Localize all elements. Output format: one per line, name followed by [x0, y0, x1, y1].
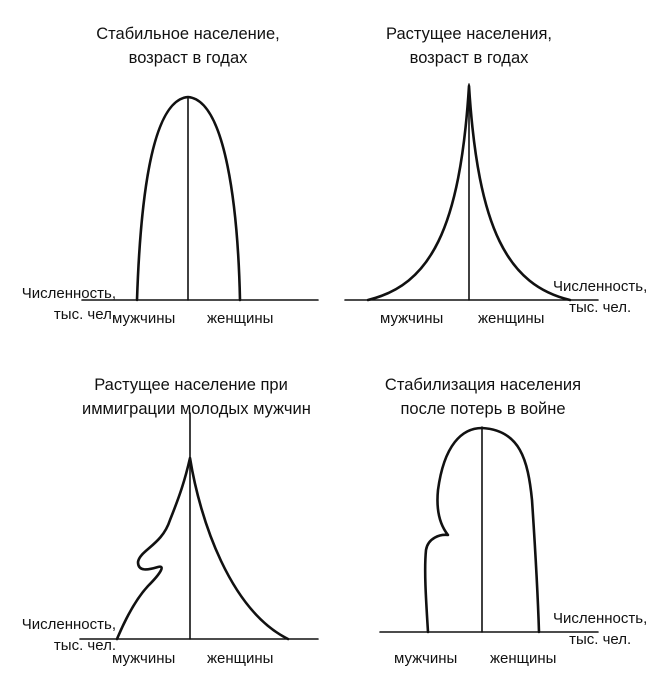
immigration-men-label: мужчины: [112, 650, 176, 667]
growing-women-label: женщины: [478, 310, 545, 327]
growing-pyramid-outline: [366, 84, 572, 302]
growing-title-line1: Растущее населения,: [385, 25, 553, 43]
war-men-label: мужчины: [394, 650, 458, 667]
stable-men-label: мужчины: [112, 310, 176, 327]
immigration-title-line1: Растущее население при: [94, 376, 288, 394]
stable-title-line1: Стабильное население,: [96, 25, 280, 43]
immigration-women-label: женщины: [207, 650, 274, 667]
growing-population-chart: [344, 83, 599, 302]
stable-count-label: Численность, тыс. чел.: [6, 283, 116, 325]
growing-count-label: Численность, тыс. чел.: [553, 276, 647, 318]
war-population-chart: [379, 426, 599, 634]
stable-women-label: женщины: [207, 310, 274, 327]
war-count-line1: Численность,: [553, 610, 648, 627]
growing-title-line2: возраст в годах: [409, 49, 529, 67]
stable-count-line2: тыс. чел.: [53, 306, 116, 323]
war-title-line2: после потерь в войне: [400, 400, 566, 418]
immigration-population-chart: [79, 412, 319, 641]
immigration-count-line1: Численность,: [21, 616, 116, 633]
war-population-title: Стабилизация населения после потерь в во…: [380, 373, 586, 421]
stable-pyramid-outline: [135, 95, 242, 302]
stable-population-chart: [81, 95, 319, 302]
growing-men-label: мужчины: [380, 310, 444, 327]
growing-count-line1: Численность,: [553, 278, 648, 295]
immigration-count-label: Численность, тыс. чел.: [6, 614, 116, 656]
growing-count-line2: тыс. чел.: [569, 299, 632, 316]
war-pyramid-outline: [423, 426, 541, 634]
stable-population-title: Стабильное население, возраст в годах: [88, 22, 288, 70]
growing-population-title: Растущее населения, возраст в годах: [362, 22, 576, 70]
war-women-label: женщины: [490, 650, 557, 667]
war-count-label: Численность, тыс. чел.: [553, 608, 647, 650]
immigration-title-line2: иммиграции молодых мужчин: [82, 400, 311, 418]
war-title-line1: Стабилизация населения: [384, 376, 582, 394]
immigration-count-line2: тыс. чел.: [53, 637, 116, 654]
stable-count-line1: Численность,: [21, 285, 116, 302]
war-count-line2: тыс. чел.: [569, 631, 632, 648]
stable-title-line2: возраст в годах: [128, 49, 248, 67]
immigration-population-title: Растущее население при иммиграции молоды…: [82, 373, 311, 421]
immigration-pyramid-outline: [115, 456, 290, 641]
